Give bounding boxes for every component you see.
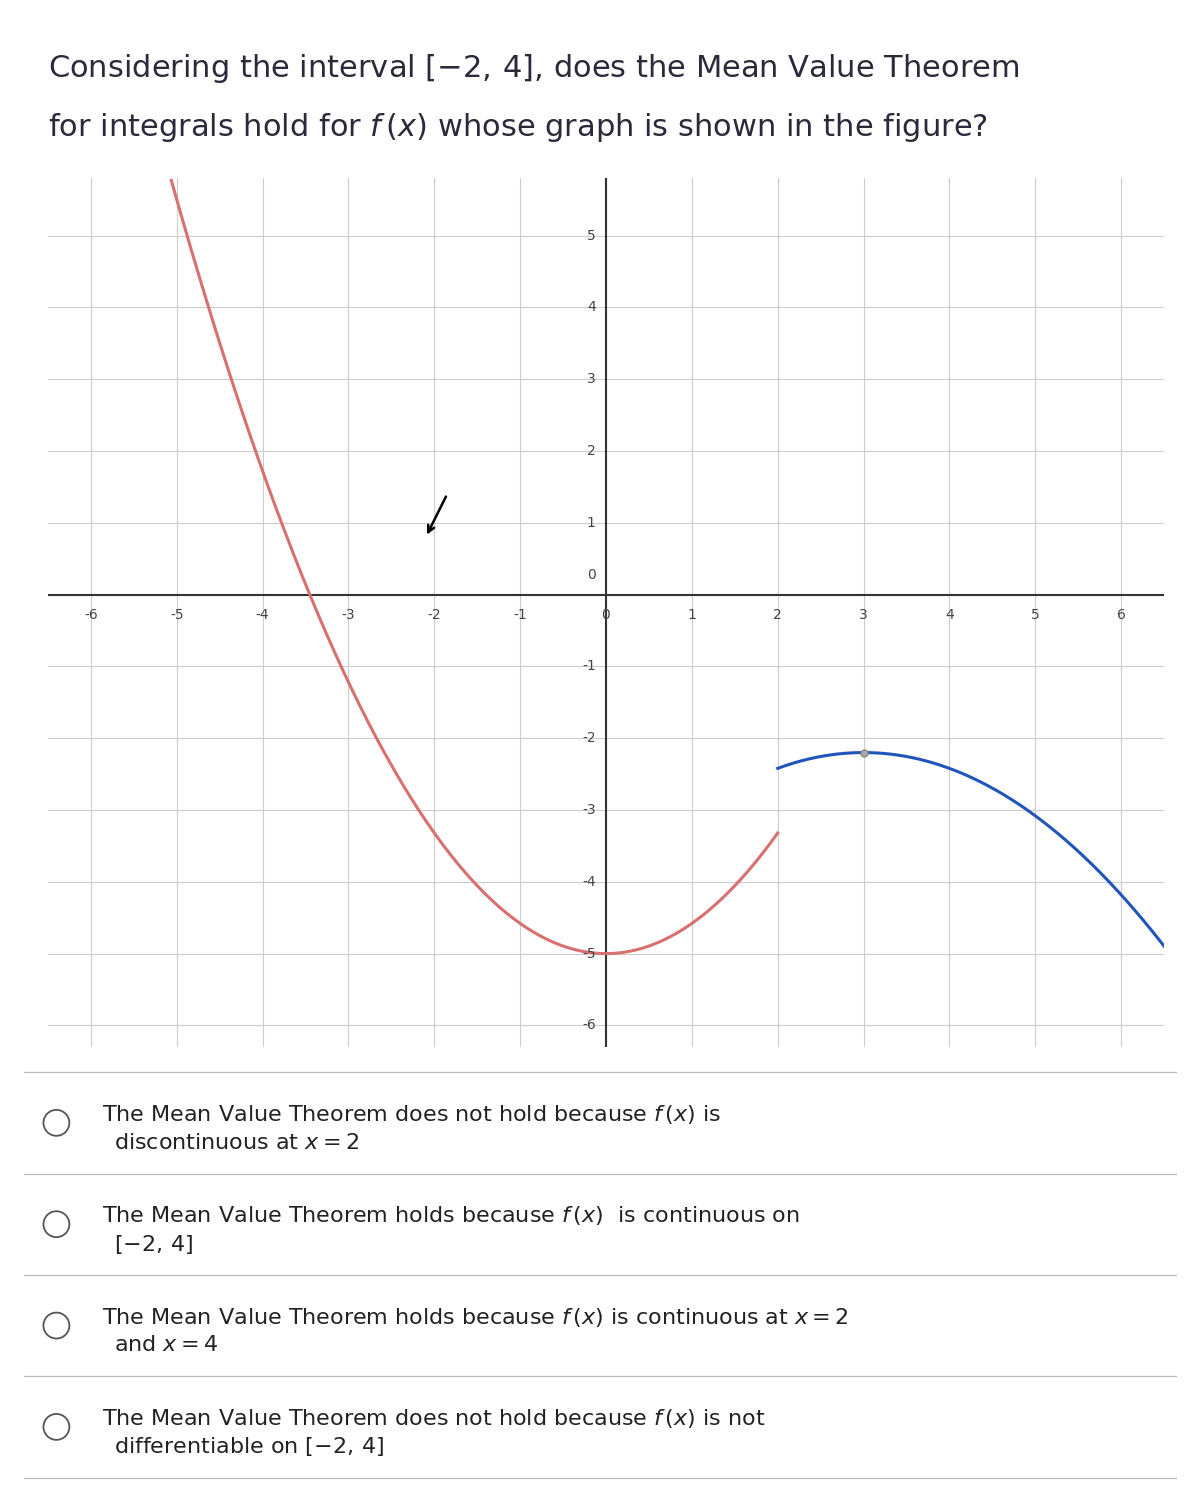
Text: -3: -3 [342,607,355,622]
Text: -6: -6 [582,1019,595,1032]
Text: 5: 5 [587,229,595,242]
Text: $[-2,\, 4]$: $[-2,\, 4]$ [114,1233,193,1255]
Text: -3: -3 [582,803,595,817]
Text: The Mean Value Theorem does not hold because $f\,(x)$ is: The Mean Value Theorem does not hold bec… [102,1103,721,1126]
Text: 1: 1 [688,607,696,622]
Text: 4: 4 [946,607,954,622]
Text: discontinuous at $x = 2$: discontinuous at $x = 2$ [114,1133,359,1152]
Text: differentiable on $[-2,\, 4]$: differentiable on $[-2,\, 4]$ [114,1436,384,1458]
Text: The Mean Value Theorem does not hold because $f\,(x)$ is not: The Mean Value Theorem does not hold bec… [102,1406,766,1430]
Text: 5: 5 [1031,607,1039,622]
Text: and $x = 4$: and $x = 4$ [114,1335,218,1356]
Text: 3: 3 [859,607,868,622]
Text: 1: 1 [587,515,595,530]
Text: 2: 2 [773,607,782,622]
Text: Considering the interval $\left[-2,\, 4\right]$, does the Mean Value Theorem: Considering the interval $\left[-2,\, 4\… [48,52,1020,85]
Text: -4: -4 [256,607,270,622]
Text: -4: -4 [582,875,595,890]
Text: The Mean Value Theorem holds because $f\,(x)$ is continuous at $x = 2$: The Mean Value Theorem holds because $f\… [102,1305,848,1329]
Text: The Mean Value Theorem holds because $f\,(x)$  is continuous on: The Mean Value Theorem holds because $f\… [102,1204,799,1227]
Text: 3: 3 [587,373,595,386]
Text: for integrals hold for $f\,(x)$ whose graph is shown in the figure?: for integrals hold for $f\,(x)$ whose gr… [48,111,988,144]
Text: 0: 0 [601,607,611,622]
Text: 0: 0 [587,567,595,582]
Text: 6: 6 [1117,607,1126,622]
Text: -1: -1 [582,659,595,673]
Text: -1: -1 [514,607,527,622]
Text: -5: -5 [170,607,184,622]
Text: -2: -2 [427,607,442,622]
Text: 2: 2 [587,444,595,457]
Text: -2: -2 [582,731,595,745]
Text: -6: -6 [84,607,97,622]
Text: -5: -5 [582,946,595,961]
Text: 4: 4 [587,300,595,315]
